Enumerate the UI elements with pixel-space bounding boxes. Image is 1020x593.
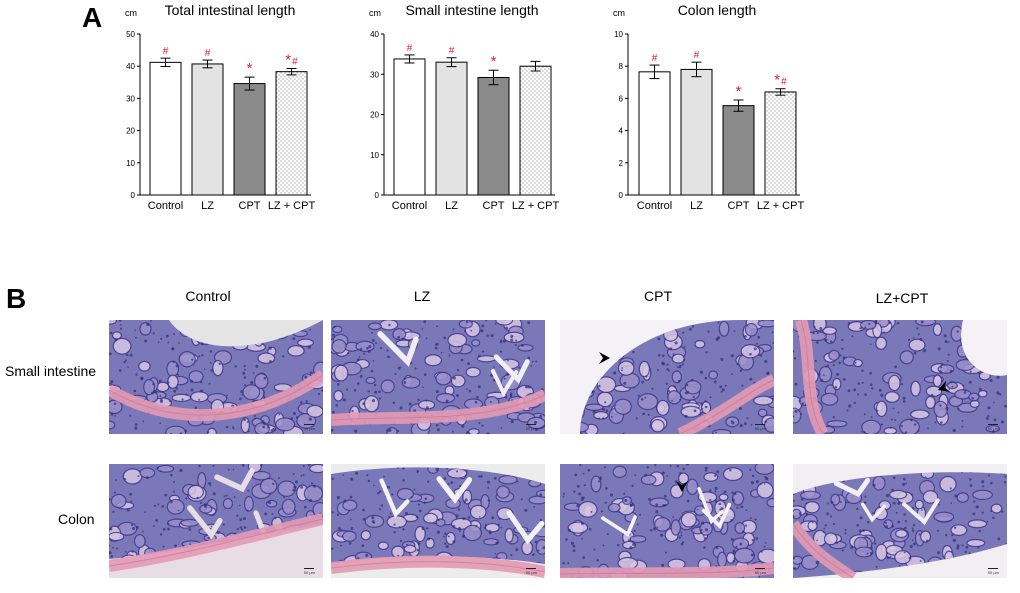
histology-image-small-intestine-control: 50 μm (109, 320, 323, 434)
histology-image-colon-control: 50 μm (109, 464, 323, 578)
scale-bar: 50 μm (303, 424, 315, 431)
scale-bar-label: 50 μm (525, 426, 537, 431)
chart-3: Colon length cm 0 2 4 6 8 10 # Control # LZ * CPT *# LZ… (613, 2, 804, 212)
bar-0 (393, 58, 426, 196)
scale-bar-label: 50 μm (303, 426, 315, 431)
row-header-small-intestine: Small intestine (5, 363, 97, 379)
arrowhead-icon (938, 380, 951, 392)
chart-title: Small intestine length (405, 2, 538, 18)
y-tick-label: 10 (614, 30, 623, 39)
scale-bar-label: 50 μm (754, 570, 766, 575)
y-axis-unit: cm (613, 8, 625, 18)
bar-0 (149, 61, 182, 196)
x-tick-label: LZ + CPT (512, 200, 560, 212)
histology-image-colon-lz-cpt: 50 μm (793, 464, 1007, 578)
x-tick-label: CPT (239, 200, 261, 212)
column-header-control: Control (185, 288, 231, 304)
x-tick-label: Control (392, 200, 427, 212)
scale-bar: 50 μm (525, 568, 537, 575)
x-tick-label: CPT (728, 200, 750, 212)
bar-3 (519, 65, 552, 196)
column-header-lz-cpt: LZ+CPT (875, 290, 929, 306)
row-header-colon: Colon (58, 511, 95, 527)
y-tick-label: 4 (619, 127, 624, 136)
y-tick-label: 40 (126, 62, 135, 71)
chart-title: Colon length (678, 2, 757, 18)
arrowhead-icon (599, 352, 610, 364)
significance-mark: # (694, 50, 700, 61)
panel-label-a: A (82, 2, 103, 33)
significance-mark: # (449, 46, 455, 57)
x-tick-label: LZ (690, 200, 703, 212)
scale-bar-label: 50 μm (987, 426, 999, 431)
x-tick-label: Control (148, 200, 183, 212)
bar-0 (638, 71, 671, 196)
y-tick-label: 20 (126, 127, 135, 136)
histology-image-small-intestine-lz: 50 μm (331, 320, 545, 434)
x-tick-label: LZ + CPT (757, 200, 805, 212)
x-tick-label: LZ (445, 200, 458, 212)
y-tick-label: 10 (370, 151, 379, 160)
scale-bar-label: 50 μm (525, 570, 537, 575)
arrowhead-icon (676, 481, 688, 492)
chart-2: Small intestine length cm 0 10 20 30 40 # Contro… (369, 2, 559, 212)
significance-mark: # (652, 53, 658, 64)
y-tick-label: 50 (126, 30, 135, 39)
y-axis-unit: cm (369, 8, 381, 18)
significance-mark: * (736, 83, 742, 100)
significance-mark: # (407, 43, 413, 54)
scale-bar-label: 50 μm (303, 570, 315, 575)
y-tick-label: 6 (619, 94, 624, 103)
scale-bar-label: 50 μm (987, 570, 999, 575)
significance-mark: *# (285, 51, 298, 68)
scale-bar: 50 μm (754, 424, 766, 431)
y-tick-label: 8 (619, 62, 624, 71)
y-tick-label: 30 (370, 70, 379, 79)
scale-bar-label: 50 μm (754, 426, 766, 431)
y-tick-label: 20 (370, 111, 379, 120)
y-tick-label: 30 (126, 94, 135, 103)
bar-3 (764, 91, 797, 196)
scale-bar: 50 μm (525, 424, 537, 431)
y-tick-label: 0 (619, 191, 624, 200)
histology-image-small-intestine-cpt: 50 μm (560, 320, 774, 434)
significance-mark: * (247, 60, 253, 77)
bar-3 (275, 71, 308, 196)
y-tick-label: 0 (131, 191, 136, 200)
y-tick-label: 40 (370, 30, 379, 39)
significance-mark: # (205, 48, 211, 59)
significance-mark: * (491, 53, 497, 70)
bar-2 (477, 76, 510, 196)
chart-1: Total intestinal length cm 0 10 20 30 40 50 # Con… (125, 2, 315, 212)
bar-1 (680, 68, 713, 196)
scale-bar: 50 μm (303, 568, 315, 575)
histology-image-small-intestine-lz-cpt: 50 μm (793, 320, 1007, 434)
x-tick-label: Control (637, 200, 672, 212)
histology-image-colon-lz: 50 μm (331, 464, 545, 578)
y-axis-unit: cm (125, 8, 137, 18)
y-tick-label: 0 (375, 191, 380, 200)
panel-label-b: B (6, 283, 27, 314)
scale-bar: 50 μm (987, 424, 999, 431)
x-tick-label: CPT (483, 200, 505, 212)
y-tick-label: 10 (126, 159, 135, 168)
bar-1 (435, 61, 468, 196)
bar-2 (722, 105, 755, 196)
significance-mark: *# (774, 72, 787, 89)
column-header-cpt: CPT (644, 288, 672, 304)
column-header-lz: LZ (413, 288, 431, 304)
chart-title: Total intestinal length (165, 2, 296, 18)
histology-image-colon-cpt: 50 μm (560, 464, 774, 578)
scale-bar: 50 μm (987, 568, 999, 575)
significance-mark: # (163, 46, 169, 57)
bar-1 (191, 63, 224, 196)
scale-bar: 50 μm (754, 568, 766, 575)
y-tick-label: 2 (619, 159, 624, 168)
bar-2 (233, 83, 266, 196)
bar-charts: Total intestinal lengthcm01020304050#Con… (125, 2, 804, 212)
x-tick-label: LZ (201, 200, 214, 212)
x-tick-label: LZ + CPT (268, 200, 316, 212)
